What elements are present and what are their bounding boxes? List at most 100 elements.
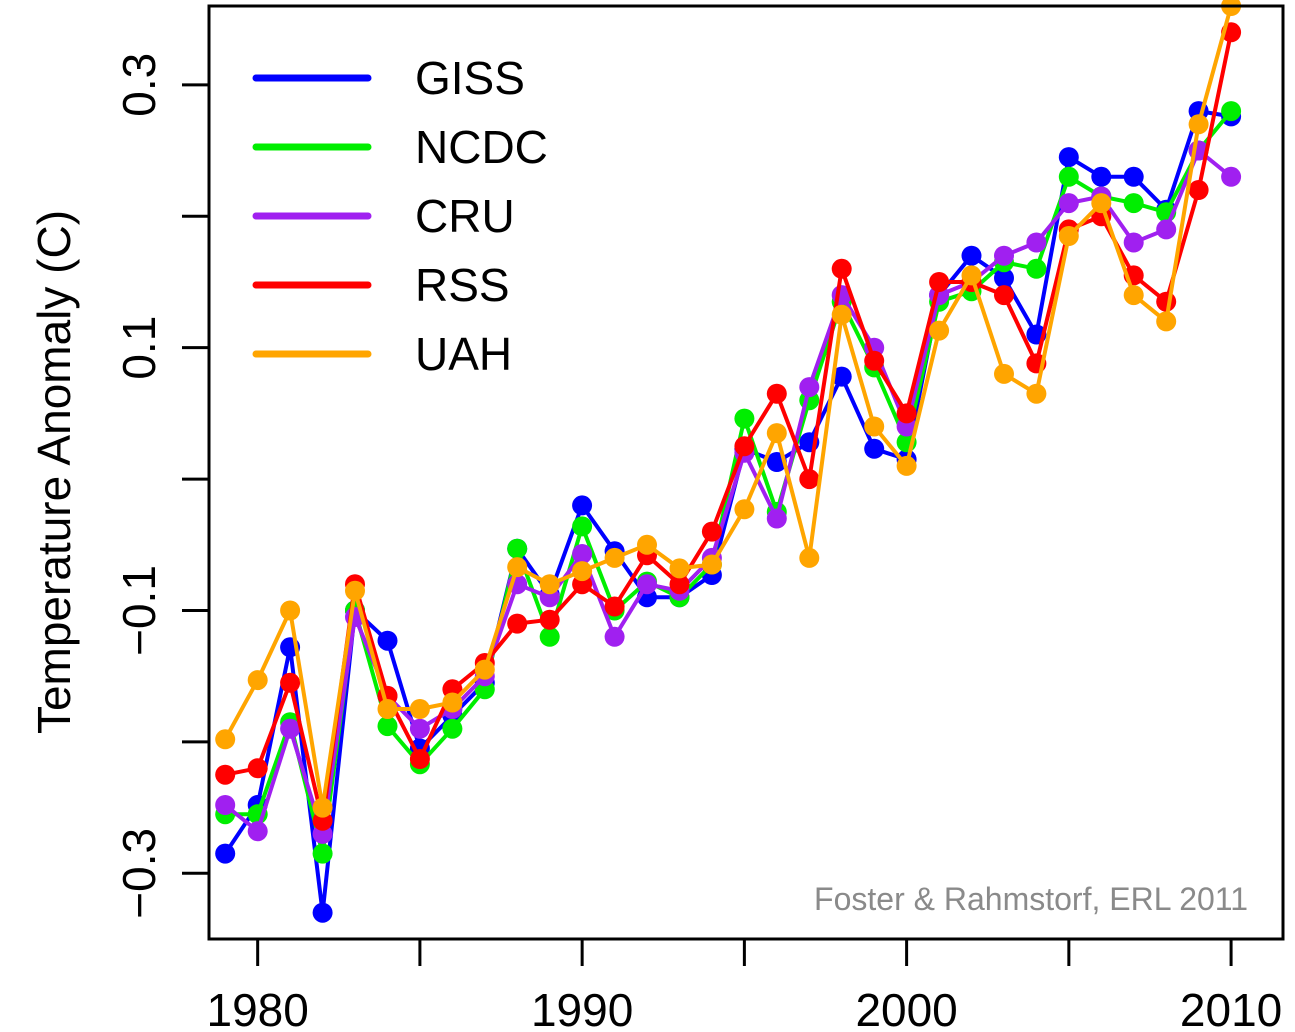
series-layer	[215, 0, 1242, 923]
data-point-giss	[961, 245, 982, 266]
legend-item-uah: UAH	[252, 328, 512, 380]
series-rss	[215, 22, 1242, 831]
data-point-giss	[994, 268, 1014, 288]
data-point-uah	[1123, 285, 1144, 306]
data-point-giss	[1091, 166, 1112, 187]
x-tick-label: 1980	[206, 984, 308, 1032]
x-axis: 1980 1990 2000 2010	[206, 939, 1282, 1032]
data-point-uah	[831, 304, 852, 325]
x-tick-label: 2000	[855, 984, 957, 1032]
data-point-uah	[864, 416, 885, 437]
data-point-uah	[604, 547, 625, 568]
data-point-uah	[994, 363, 1014, 384]
data-point-giss	[864, 438, 885, 459]
data-point-uah	[961, 265, 982, 286]
data-point-uah	[474, 659, 495, 680]
y-tick-label: 0.1	[113, 316, 165, 380]
data-point-cru	[280, 718, 301, 739]
data-point-uah	[1156, 311, 1177, 332]
data-point-giss	[572, 495, 593, 516]
data-point-ncdc	[734, 408, 755, 429]
data-point-rss	[1188, 180, 1209, 200]
legend-item-giss: GISS	[252, 52, 525, 104]
data-point-ncdc	[1058, 166, 1079, 187]
data-point-rss	[669, 574, 690, 595]
data-point-uah	[1221, 0, 1242, 16]
y-axis-label: Temperature Anomaly (C)	[28, 210, 80, 734]
data-point-ncdc	[377, 716, 398, 737]
data-point-rss	[831, 258, 852, 279]
data-point-ncdc	[442, 718, 463, 739]
data-point-ncdc	[312, 843, 333, 864]
legend-label: NCDC	[415, 121, 548, 173]
data-point-rss	[994, 285, 1014, 306]
data-point-rss	[929, 272, 950, 292]
data-point-uah	[637, 534, 657, 555]
data-point-rss	[507, 613, 528, 634]
data-point-uah	[1058, 226, 1079, 246]
legend-label: CRU	[415, 190, 515, 242]
data-point-uah	[669, 558, 690, 579]
legend-label: RSS	[415, 259, 510, 311]
data-point-rss	[1156, 291, 1177, 312]
data-point-giss	[377, 630, 398, 651]
data-point-giss	[1123, 166, 1144, 187]
data-point-uah	[507, 557, 528, 578]
data-point-rss	[701, 521, 722, 542]
data-point-cru	[1123, 232, 1144, 253]
data-point-uah	[312, 797, 333, 818]
data-point-ncdc	[1026, 258, 1047, 279]
data-point-cru	[1156, 219, 1177, 240]
data-point-rss	[604, 596, 625, 617]
legend: GISS NCDC CRU RSS UAH	[252, 52, 548, 380]
data-point-ncdc	[507, 538, 528, 559]
data-point-uah	[929, 320, 950, 341]
y-tick-label: −0.1	[113, 565, 165, 656]
data-point-cru	[799, 377, 820, 398]
x-tick-label: 1990	[531, 984, 633, 1032]
data-point-cru	[1058, 193, 1079, 214]
data-point-cru	[572, 544, 593, 564]
legend-item-cru: CRU	[252, 190, 515, 242]
data-point-uah	[1026, 383, 1047, 404]
legend-item-rss: RSS	[252, 259, 510, 311]
data-point-rss	[734, 436, 755, 457]
data-point-ncdc	[1221, 101, 1242, 122]
data-point-uah	[539, 574, 560, 595]
data-point-giss	[831, 366, 852, 387]
data-point-cru	[409, 718, 430, 739]
data-point-uah	[409, 699, 430, 719]
data-point-uah	[377, 699, 398, 719]
data-point-cru	[1026, 232, 1047, 253]
data-point-ncdc	[1123, 193, 1144, 214]
x-tick-label: 2010	[1180, 984, 1282, 1032]
y-tick-label: −0.3	[113, 828, 165, 919]
data-point-cru	[604, 626, 625, 647]
data-point-ncdc	[539, 626, 560, 647]
data-point-uah	[442, 692, 463, 713]
data-point-uah	[1188, 114, 1209, 135]
data-point-cru	[1221, 166, 1242, 187]
data-point-rss	[409, 749, 430, 769]
data-point-rss	[896, 403, 917, 424]
data-point-giss	[215, 843, 236, 864]
data-point-cru	[766, 508, 787, 529]
data-point-uah	[734, 499, 755, 520]
data-point-rss	[247, 758, 268, 779]
data-point-rss	[215, 764, 236, 785]
data-point-cru	[215, 795, 236, 815]
data-point-giss	[312, 902, 333, 923]
data-point-rss	[539, 609, 560, 630]
data-point-rss	[766, 383, 787, 404]
legend-item-ncdc: NCDC	[252, 121, 548, 173]
data-point-uah	[896, 455, 917, 476]
series-line-rss	[224, 31, 1234, 823]
data-point-uah	[572, 561, 593, 582]
data-point-uah	[766, 423, 787, 444]
y-tick-label: 0.3	[113, 53, 165, 117]
data-point-uah	[215, 729, 236, 750]
series-uah	[215, 0, 1242, 818]
data-point-uah	[280, 600, 301, 621]
data-point-ncdc	[572, 516, 593, 537]
